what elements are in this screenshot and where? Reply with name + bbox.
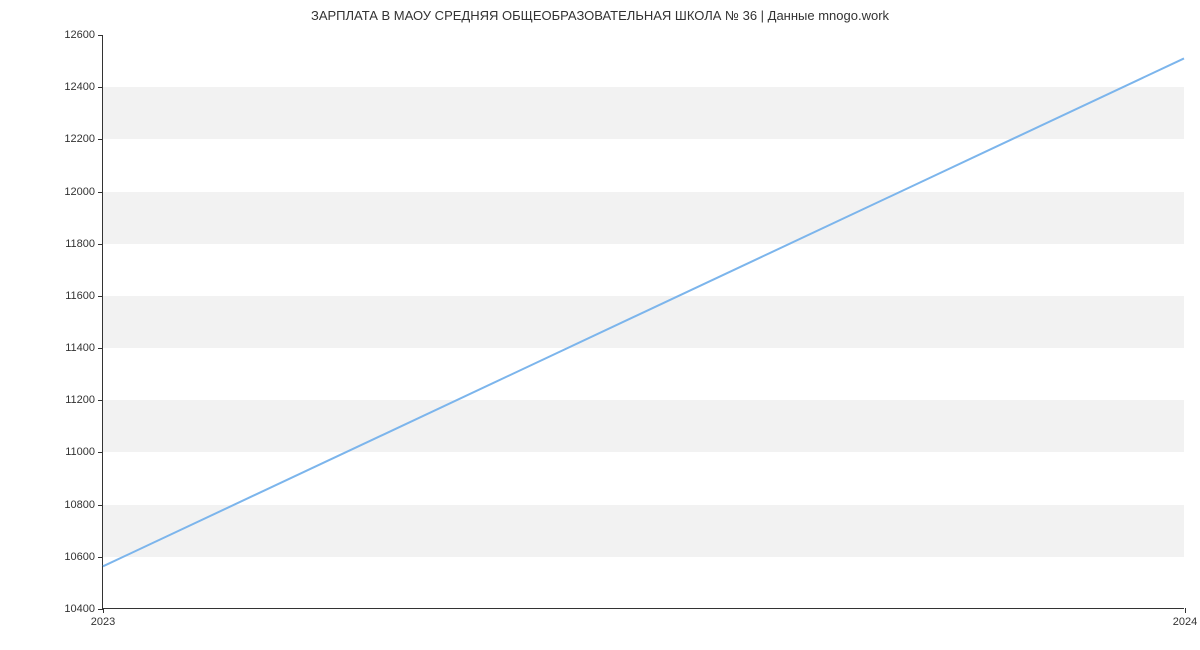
chart-title: ЗАРПЛАТА В МАОУ СРЕДНЯЯ ОБЩЕОБРАЗОВАТЕЛЬ… bbox=[0, 8, 1200, 23]
y-tick-mark bbox=[98, 452, 103, 453]
series-line-salary bbox=[103, 58, 1184, 566]
y-tick-mark bbox=[98, 505, 103, 506]
x-tick-mark bbox=[103, 608, 104, 613]
y-tick-mark bbox=[98, 400, 103, 401]
chart-line-svg bbox=[103, 35, 1184, 608]
y-tick-mark bbox=[98, 244, 103, 245]
y-tick-mark bbox=[98, 35, 103, 36]
y-tick-mark bbox=[98, 296, 103, 297]
y-tick-mark bbox=[98, 139, 103, 140]
salary-chart: ЗАРПЛАТА В МАОУ СРЕДНЯЯ ОБЩЕОБРАЗОВАТЕЛЬ… bbox=[0, 0, 1200, 650]
plot-area: 1040010600108001100011200114001160011800… bbox=[102, 35, 1184, 609]
y-tick-mark bbox=[98, 192, 103, 193]
x-tick-mark bbox=[1185, 608, 1186, 613]
y-tick-mark bbox=[98, 87, 103, 88]
y-tick-mark bbox=[98, 348, 103, 349]
y-tick-mark bbox=[98, 557, 103, 558]
